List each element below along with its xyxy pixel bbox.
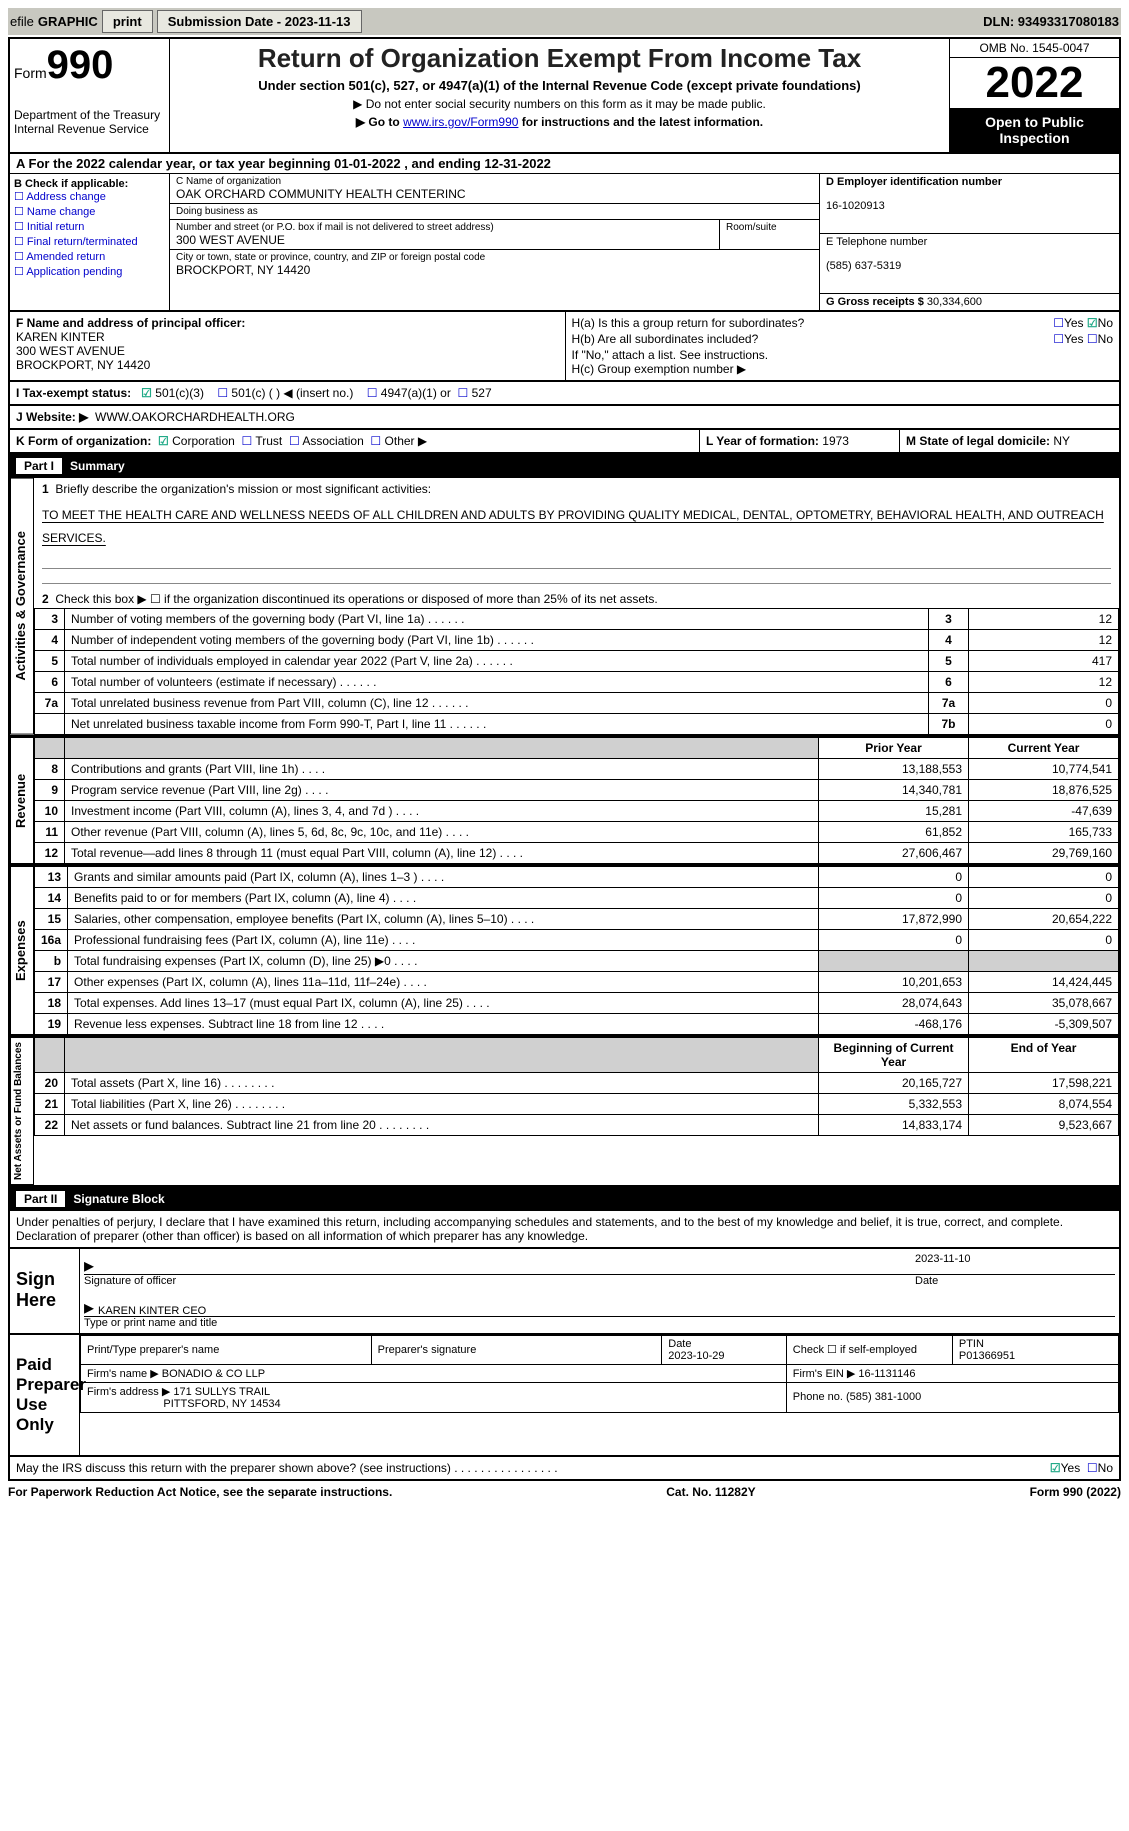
gross-receipts-cell: G Gross receipts $ 30,334,600 [820,294,1119,310]
net-assets-table: Beginning of Current YearEnd of Year20To… [34,1037,1119,1136]
form-title: Return of Organization Exempt From Incom… [174,43,945,74]
page-footer: For Paperwork Reduction Act Notice, see … [8,1481,1121,1503]
tax-exempt-status: I Tax-exempt status: ☑ 501(c)(3) ☐ 501(c… [10,382,1119,404]
city-cell: City or town, state or province, country… [170,250,819,279]
box-b-checkboxes: B Check if applicable: Address change Na… [10,174,170,310]
sign-here-label: Sign Here [10,1249,80,1333]
part2-header: Part II Signature Block [8,1187,1121,1211]
form-subtitle: Under section 501(c), 527, or 4947(a)(1)… [174,78,945,93]
toolbar: efile GRAPHIC print Submission Date - 20… [8,8,1121,35]
side-activities-governance: Activities & Governance [10,478,34,735]
cb-name-change[interactable]: Name change [14,205,165,218]
print-button[interactable]: print [102,10,153,33]
instructions-note: ▶ Go to www.irs.gov/Form990 for instruct… [174,115,945,129]
phone-cell: E Telephone number (585) 637-5319 [820,234,1119,294]
principal-officer: F Name and address of principal officer:… [10,312,565,380]
tax-year: 2022 [950,58,1119,108]
year-formation: L Year of formation: 1973 [699,430,899,452]
treasury-dept: Department of the Treasury Internal Reve… [14,108,165,136]
group-return: H(a) Is this a group return for subordin… [565,312,1120,380]
discuss-row: May the IRS discuss this return with the… [8,1457,1121,1481]
cb-initial-return[interactable]: Initial return [14,220,165,233]
ein-cell: D Employer identification number 16-1020… [820,174,1119,234]
submission-date-button[interactable]: Submission Date - 2023-11-13 [157,10,362,33]
expenses-table: 13Grants and similar amounts paid (Part … [34,866,1119,1035]
room-cell: Room/suite [719,220,819,250]
org-name-cell: C Name of organization OAK ORCHARD COMMU… [170,174,819,204]
state-domicile: M State of legal domicile: NY [899,430,1119,452]
penalties-declaration: Under penalties of perjury, I declare th… [8,1211,1121,1249]
cb-address-change[interactable]: Address change [14,190,165,203]
form-number: 990 [47,43,114,87]
form-of-org: K Form of organization: ☑ Corporation ☐ … [10,430,699,452]
cb-final-return[interactable]: Final return/terminated [14,235,165,248]
irs-link[interactable]: www.irs.gov/Form990 [403,115,518,129]
cb-amended-return[interactable]: Amended return [14,250,165,263]
ssn-note: ▶ Do not enter social security numbers o… [174,97,945,111]
part1-header: Part I Summary [8,454,1121,478]
form-header: Form990 Department of the Treasury Inter… [8,37,1121,154]
dln-label: DLN: 93493317080183 [983,14,1119,29]
row-a-tax-year: A For the 2022 calendar year, or tax yea… [8,154,1121,174]
cb-application-pending[interactable]: Application pending [14,265,165,278]
dba-cell: Doing business as [170,204,819,220]
omb-number: OMB No. 1545-0047 [950,39,1119,58]
side-revenue: Revenue [10,737,34,864]
paid-preparer-label: Paid Preparer Use Only [10,1335,80,1455]
form-word: Form [14,65,47,81]
graphic-label: GRAPHIC [38,14,98,29]
side-net-assets: Net Assets or Fund Balances [10,1037,34,1185]
street-cell: Number and street (or P.O. box if mail i… [170,220,719,250]
website-row: J Website: ▶ WWW.OAKORCHARDHEALTH.ORG [10,406,1119,428]
summary-simple-table: 3Number of voting members of the governi… [34,608,1119,735]
side-expenses: Expenses [10,866,34,1035]
mission-text: TO MEET THE HEALTH CARE AND WELLNESS NEE… [34,500,1119,554]
revenue-table: Prior YearCurrent Year8Contributions and… [34,737,1119,864]
efile-label: efile [10,14,34,29]
public-inspection: Open to Public Inspection [950,108,1119,152]
